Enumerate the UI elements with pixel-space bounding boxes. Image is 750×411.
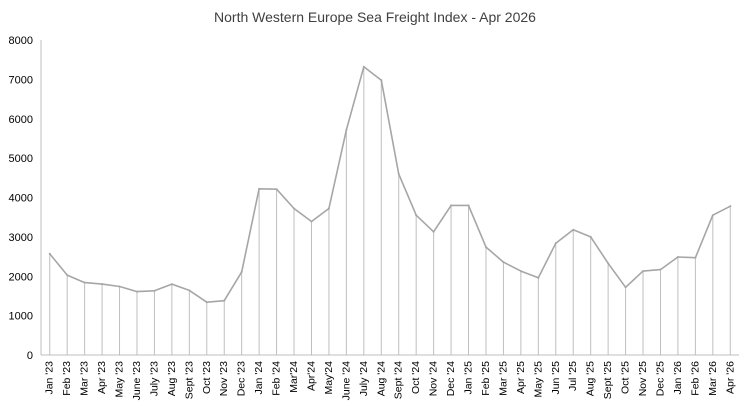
data-point — [135, 290, 138, 293]
data-point — [729, 205, 732, 208]
data-point — [519, 270, 522, 273]
x-tick-label: June '24 — [340, 361, 352, 401]
x-tick-label: July '23 — [148, 361, 160, 396]
x-tick-label: Apr '25 — [515, 361, 527, 394]
data-point — [432, 230, 435, 233]
x-tick-label: Apr'24 — [305, 361, 317, 391]
y-tick-label: 5000 — [9, 153, 33, 165]
x-tick-label: Sept '23 — [183, 361, 195, 399]
data-point — [66, 274, 69, 277]
data-point — [554, 242, 557, 245]
x-tick-label: Jun '25 — [550, 361, 562, 395]
data-point — [624, 286, 627, 289]
data-point — [415, 214, 418, 217]
x-tick-label: Feb '24 — [271, 361, 283, 396]
x-tick-label: Mar '23 — [79, 361, 91, 396]
x-tick-label: Jan '23 — [44, 361, 56, 395]
x-tick-label: Oct '25 — [620, 361, 632, 394]
x-tick-label: Dec '24 — [445, 361, 457, 396]
y-tick-label: 6000 — [9, 114, 33, 126]
data-point — [589, 235, 592, 238]
data-point — [118, 285, 121, 288]
x-tick-label: Sept '24 — [393, 361, 405, 399]
x-tick-label: Apr '26 — [724, 361, 736, 394]
data-point — [240, 270, 243, 273]
data-point — [642, 270, 645, 273]
series — [48, 65, 732, 304]
series-line — [49, 66, 731, 304]
x-tick-label: Feb '23 — [61, 361, 73, 396]
x-tick-label: Feb '26 — [689, 361, 701, 396]
data-point — [450, 204, 453, 207]
data-point — [362, 65, 365, 68]
y-tick-label: 2000 — [9, 271, 33, 283]
data-point — [380, 79, 383, 82]
data-point — [607, 262, 610, 265]
x-tick-label: May '23 — [114, 361, 126, 398]
x-tick-label: Sept '25 — [602, 361, 614, 399]
x-tick-label: Nov '23 — [218, 361, 230, 396]
data-point — [711, 214, 714, 217]
x-tick-label: Dec '23 — [236, 361, 248, 396]
data-point — [345, 128, 348, 131]
data-point — [572, 228, 575, 231]
y-tick-label: 3000 — [9, 232, 33, 244]
data-point — [397, 172, 400, 175]
data-point — [502, 261, 505, 264]
x-tick-label: Aug '23 — [166, 361, 178, 396]
data-point — [310, 220, 313, 223]
x-tick-label: Apr '23 — [96, 361, 108, 394]
y-tick-label: 7000 — [9, 74, 33, 86]
data-point — [258, 187, 261, 190]
y-tick-label: 8000 — [9, 35, 33, 47]
data-point — [170, 283, 173, 286]
data-point — [694, 256, 697, 259]
data-point — [293, 207, 296, 210]
data-point — [223, 299, 226, 302]
x-tick-label: Aug '24 — [375, 361, 387, 396]
data-point — [205, 301, 208, 304]
x-tick-label: Jan '25 — [463, 361, 475, 395]
data-point — [537, 276, 540, 279]
data-point — [188, 289, 191, 292]
x-tick-label: Dec '25 — [654, 361, 666, 396]
x-tick-label: Mar '25 — [497, 361, 509, 396]
data-point — [48, 252, 51, 255]
data-point — [484, 246, 487, 249]
data-point — [101, 283, 104, 286]
x-tick-label: May'24 — [323, 361, 335, 395]
data-point — [327, 207, 330, 210]
x-tick-label: Jan '26 — [672, 361, 684, 395]
x-tick-label: Nov '25 — [637, 361, 649, 396]
x-tick-label: Jul '25 — [567, 361, 579, 391]
x-tick-label: Mar'24 — [288, 361, 300, 393]
data-point — [467, 204, 470, 207]
x-tick-label: Nov '24 — [428, 361, 440, 396]
x-tick-label: Jan '24 — [253, 361, 265, 395]
x-tick-label: Feb '25 — [480, 361, 492, 396]
x-tick-label: Mar '26 — [707, 361, 719, 396]
x-axis — [40, 40, 739, 356]
data-point — [83, 281, 86, 284]
data-point — [275, 188, 278, 191]
drop-lines — [49, 66, 731, 355]
x-tick-labels: Jan '23 Feb '23 Mar '23 Apr '23 May '23 June … — [44, 361, 737, 401]
y-axis: 0 1000 2000 3000 4000 5000 6000 7000 8000 — [9, 35, 33, 362]
x-tick-label: June '23 — [131, 361, 143, 401]
x-tick-label: Oct '24 — [410, 361, 422, 394]
data-point — [153, 289, 156, 292]
x-tick-label: July '24 — [358, 361, 370, 396]
data-point — [676, 255, 679, 258]
x-tick-label: Oct '23 — [201, 361, 213, 394]
y-tick-label: 0 — [27, 350, 33, 362]
y-tick-label: 4000 — [9, 193, 33, 205]
y-tick-label: 1000 — [9, 311, 33, 323]
x-tick-label: Aug '25 — [585, 361, 597, 396]
chart-title: North Western Europe Sea Freight Index -… — [214, 9, 536, 25]
data-point — [659, 268, 662, 271]
x-tick-label: May '25 — [532, 361, 544, 398]
